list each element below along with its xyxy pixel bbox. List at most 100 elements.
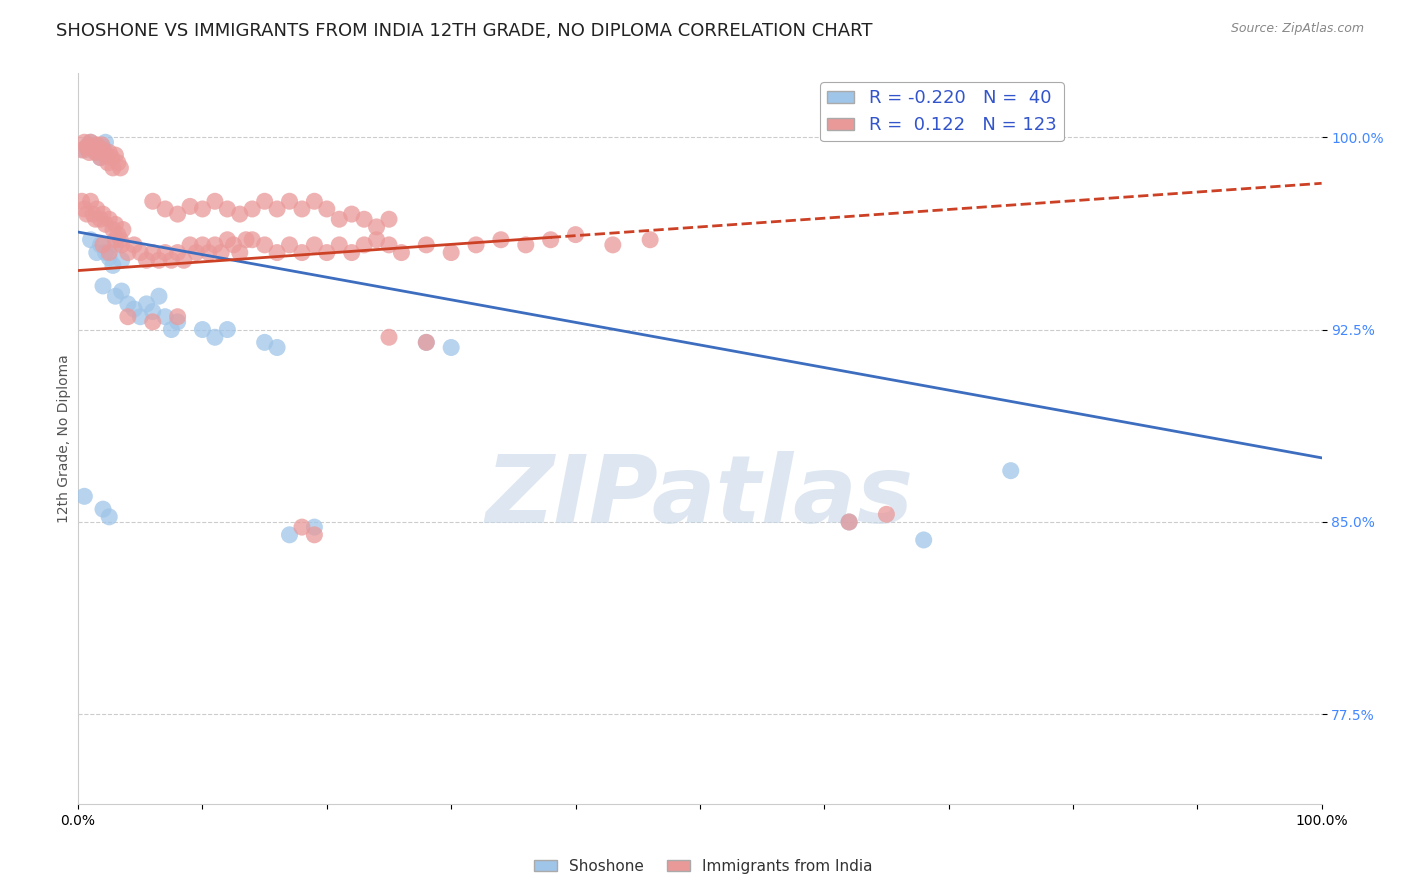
Point xyxy=(160,322,183,336)
Point xyxy=(253,335,276,350)
Point xyxy=(122,301,145,316)
Point xyxy=(86,137,108,152)
Point xyxy=(229,245,252,260)
Point xyxy=(266,341,288,355)
Text: Source: ZipAtlas.com: Source: ZipAtlas.com xyxy=(1230,22,1364,36)
Point xyxy=(465,238,488,252)
Point xyxy=(107,155,129,169)
Point xyxy=(353,212,375,227)
Point xyxy=(378,238,401,252)
Point xyxy=(186,245,208,260)
Point xyxy=(91,502,114,516)
Point xyxy=(838,515,860,529)
Point xyxy=(315,202,337,216)
Point xyxy=(86,245,108,260)
Point xyxy=(328,238,350,252)
Point xyxy=(111,238,134,252)
Point xyxy=(204,238,226,252)
Point xyxy=(204,330,226,344)
Point xyxy=(101,161,124,175)
Point xyxy=(328,212,350,227)
Point xyxy=(1000,464,1022,478)
Point xyxy=(291,520,314,534)
Point xyxy=(278,528,301,542)
Point xyxy=(440,341,463,355)
Point xyxy=(73,489,96,503)
Point xyxy=(110,233,132,247)
Point xyxy=(142,315,165,329)
Point xyxy=(304,194,326,209)
Point xyxy=(79,233,101,247)
Point xyxy=(153,245,176,260)
Point xyxy=(378,212,401,227)
Point xyxy=(166,310,188,324)
Point xyxy=(391,245,413,260)
Point xyxy=(489,233,512,247)
Point xyxy=(100,151,122,165)
Point xyxy=(73,202,96,216)
Point xyxy=(111,222,134,236)
Point xyxy=(217,233,239,247)
Point xyxy=(415,335,437,350)
Point xyxy=(98,251,121,265)
Point xyxy=(440,245,463,260)
Point xyxy=(235,233,257,247)
Point xyxy=(142,245,165,260)
Point xyxy=(415,335,437,350)
Point xyxy=(515,238,537,252)
Point xyxy=(91,140,114,154)
Point xyxy=(70,143,93,157)
Point xyxy=(94,148,117,162)
Point xyxy=(98,212,121,227)
Point xyxy=(912,533,935,547)
Point xyxy=(638,233,661,247)
Point xyxy=(104,289,127,303)
Point xyxy=(378,330,401,344)
Point xyxy=(166,315,188,329)
Point xyxy=(98,509,121,524)
Point xyxy=(197,245,219,260)
Point xyxy=(340,207,363,221)
Point xyxy=(340,245,363,260)
Point xyxy=(117,245,139,260)
Point xyxy=(217,202,239,216)
Point xyxy=(89,143,111,157)
Point xyxy=(117,310,139,324)
Point xyxy=(111,253,134,268)
Legend: R = -0.220   N =  40, R =  0.122   N = 123: R = -0.220 N = 40, R = 0.122 N = 123 xyxy=(820,82,1064,142)
Point xyxy=(240,202,263,216)
Point xyxy=(98,145,121,160)
Point xyxy=(94,218,117,232)
Point xyxy=(111,284,134,298)
Point xyxy=(229,207,252,221)
Point xyxy=(86,145,108,160)
Point xyxy=(82,140,104,154)
Legend: Shoshone, Immigrants from India: Shoshone, Immigrants from India xyxy=(527,853,879,880)
Point xyxy=(278,238,301,252)
Point xyxy=(82,207,104,221)
Point xyxy=(70,194,93,209)
Point xyxy=(291,245,314,260)
Point xyxy=(89,238,111,252)
Point xyxy=(73,135,96,149)
Point xyxy=(191,238,214,252)
Point xyxy=(266,245,288,260)
Point xyxy=(222,238,245,252)
Point xyxy=(415,238,437,252)
Point xyxy=(107,227,129,242)
Point xyxy=(153,310,176,324)
Point xyxy=(173,253,195,268)
Point xyxy=(204,194,226,209)
Point xyxy=(94,135,117,149)
Point xyxy=(91,279,114,293)
Point xyxy=(82,140,104,154)
Point xyxy=(304,238,326,252)
Point xyxy=(129,245,152,260)
Point xyxy=(91,143,114,157)
Point xyxy=(110,161,132,175)
Point xyxy=(148,253,170,268)
Point xyxy=(89,151,111,165)
Point xyxy=(73,143,96,157)
Point xyxy=(79,145,101,160)
Point xyxy=(79,135,101,149)
